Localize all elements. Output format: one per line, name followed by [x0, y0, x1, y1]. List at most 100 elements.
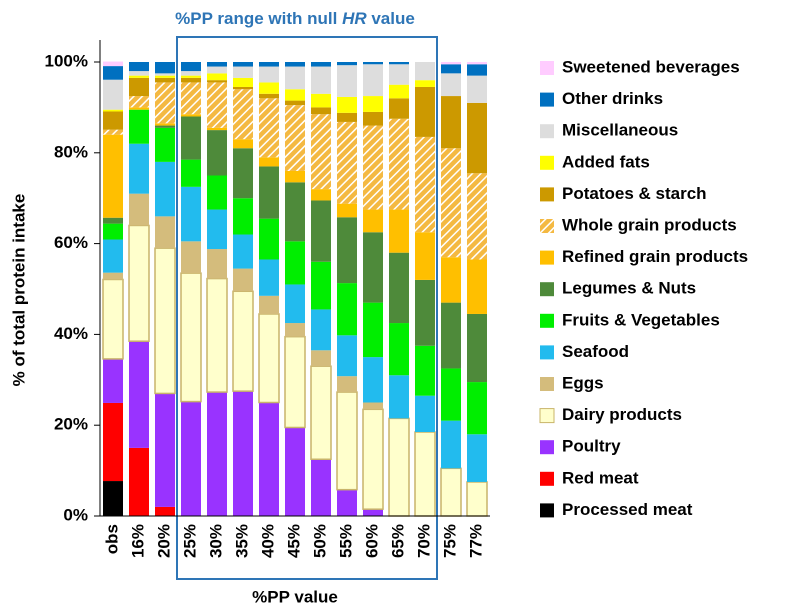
bar-segment [337, 283, 357, 336]
x-tick-label: 77% [466, 524, 485, 558]
bar-segment [155, 73, 175, 76]
bar-segment [337, 96, 357, 113]
bar-segment [363, 125, 383, 210]
bar-segment [233, 139, 253, 149]
bar-segment [180, 272, 202, 403]
bar-segment [310, 365, 332, 460]
x-tick-label: 20% [154, 524, 173, 558]
x-axis-title: %PP value [252, 587, 338, 606]
legend-label: Sweetened beverages [562, 57, 740, 76]
bar-segment [311, 261, 331, 310]
bar-segment [311, 66, 331, 94]
bar-segment [389, 62, 409, 65]
bar-segment [258, 313, 280, 404]
annotation-part: value [367, 9, 415, 28]
bar-segment [103, 111, 123, 130]
bar-segment [259, 295, 279, 314]
legend-swatch [540, 471, 554, 486]
bar-segment [233, 268, 253, 292]
bar-segment [311, 107, 331, 115]
bar-segment [155, 75, 175, 78]
bar-segment [389, 118, 409, 210]
annotation-part: HR [342, 9, 367, 28]
y-axis-title: % of total protein intake [9, 194, 28, 387]
bar-segment [389, 252, 409, 324]
legend-label: Dairy products [562, 405, 682, 424]
legend-label: Added fats [562, 152, 650, 171]
legend-label: Red meat [562, 468, 639, 487]
bar-segment [467, 173, 487, 260]
bar-segment [129, 96, 149, 108]
bar-segment [415, 232, 435, 280]
bar-segment [103, 134, 123, 218]
bar-segment [285, 182, 305, 242]
bar-segment [259, 62, 279, 67]
bar-segment [285, 284, 305, 324]
bar-segment [181, 71, 201, 76]
legend-label: Seafood [562, 342, 629, 361]
bar-segment [155, 161, 175, 217]
bar-segment [103, 239, 123, 273]
bar-segment [337, 217, 357, 284]
bar-segment [259, 66, 279, 83]
bar-segment [466, 481, 488, 517]
bar-segment [388, 417, 410, 517]
legend-label: Fruits & Vegetables [562, 310, 720, 329]
bar-segment [311, 189, 331, 201]
bar-segment [207, 80, 227, 83]
bar-segment [207, 73, 227, 81]
y-tick-label: 0% [63, 505, 88, 524]
bar-segment [155, 123, 175, 126]
bar-segment [467, 259, 487, 314]
bar-segment [154, 247, 176, 395]
bar-segment [389, 375, 409, 419]
bar-segment [129, 71, 149, 76]
bar-segment [285, 241, 305, 285]
bar-segment [285, 427, 305, 516]
bar-segment [129, 77, 149, 97]
x-tick-label: obs [102, 524, 121, 554]
y-tick-label: 40% [54, 324, 88, 343]
bar-segment [155, 216, 175, 249]
bar-segment [441, 62, 461, 65]
bar-segment [103, 358, 123, 403]
bar-segment [232, 290, 254, 392]
bar-segment [441, 368, 461, 421]
bar-segment [129, 341, 149, 448]
bar-segment [129, 143, 149, 194]
bar-segment [181, 116, 201, 160]
annotation: %PP range with null HR value [175, 9, 415, 28]
legend-label: Whole grain products [562, 215, 737, 234]
bar-segment [155, 62, 175, 74]
bar-segment [102, 278, 124, 360]
legend-label: Miscellaneous [562, 121, 678, 140]
bar-segment [129, 447, 149, 516]
legend-label: Legumes & Nuts [562, 279, 696, 298]
bar-segment [285, 89, 305, 101]
bar-segment [259, 166, 279, 219]
bar-segment [441, 73, 461, 97]
y-tick-label: 100% [45, 51, 88, 70]
legend-label: Potatoes & starch [562, 184, 707, 203]
bar-segment [415, 345, 435, 396]
bar-segment [155, 393, 175, 507]
bar-segment [284, 335, 306, 429]
bar-segment [467, 75, 487, 103]
bar-segment [259, 259, 279, 296]
bar-segment [311, 309, 331, 351]
bar-segment [389, 323, 409, 376]
legend-swatch [540, 313, 554, 328]
bar-segment [467, 313, 487, 383]
bar-segment [363, 209, 383, 233]
bar-segment [363, 96, 383, 112]
annotation-part: %PP range with null [175, 9, 342, 28]
bar-segment [181, 62, 201, 72]
bar-segment [181, 241, 201, 274]
bar-segment [441, 302, 461, 369]
bar-segment [207, 62, 227, 67]
bar-segment [129, 75, 149, 78]
bar-segment [363, 302, 383, 358]
bar-segment [155, 506, 175, 516]
x-tick-label: 60% [362, 524, 381, 558]
